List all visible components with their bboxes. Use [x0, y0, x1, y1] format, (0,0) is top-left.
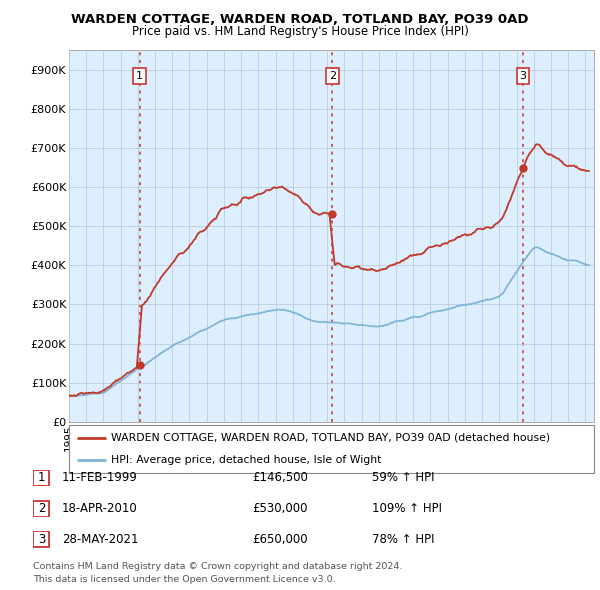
Text: 109% ↑ HPI: 109% ↑ HPI — [372, 502, 442, 515]
Text: WARDEN COTTAGE, WARDEN ROAD, TOTLAND BAY, PO39 0AD: WARDEN COTTAGE, WARDEN ROAD, TOTLAND BAY… — [71, 13, 529, 26]
Text: WARDEN COTTAGE, WARDEN ROAD, TOTLAND BAY, PO39 0AD (detached house): WARDEN COTTAGE, WARDEN ROAD, TOTLAND BAY… — [111, 433, 550, 443]
FancyBboxPatch shape — [69, 425, 594, 473]
Text: 1: 1 — [136, 71, 143, 81]
Text: 11-FEB-1999: 11-FEB-1999 — [62, 471, 137, 484]
FancyBboxPatch shape — [34, 501, 49, 516]
Text: 2: 2 — [38, 502, 45, 515]
Text: Contains HM Land Registry data © Crown copyright and database right 2024.: Contains HM Land Registry data © Crown c… — [33, 562, 403, 571]
Text: 18-APR-2010: 18-APR-2010 — [62, 502, 137, 515]
Text: 28-MAY-2021: 28-MAY-2021 — [62, 533, 139, 546]
Text: £146,500: £146,500 — [252, 471, 308, 484]
Text: 59% ↑ HPI: 59% ↑ HPI — [372, 471, 434, 484]
Text: HPI: Average price, detached house, Isle of Wight: HPI: Average price, detached house, Isle… — [111, 455, 382, 465]
Text: 78% ↑ HPI: 78% ↑ HPI — [372, 533, 434, 546]
Text: 3: 3 — [38, 533, 45, 546]
Text: £530,000: £530,000 — [252, 502, 308, 515]
Text: 3: 3 — [520, 71, 527, 81]
Text: 2: 2 — [329, 71, 336, 81]
FancyBboxPatch shape — [34, 532, 49, 547]
Text: 1: 1 — [38, 471, 45, 484]
FancyBboxPatch shape — [34, 470, 49, 486]
Text: £650,000: £650,000 — [252, 533, 308, 546]
Text: Price paid vs. HM Land Registry's House Price Index (HPI): Price paid vs. HM Land Registry's House … — [131, 25, 469, 38]
Text: This data is licensed under the Open Government Licence v3.0.: This data is licensed under the Open Gov… — [33, 575, 335, 584]
